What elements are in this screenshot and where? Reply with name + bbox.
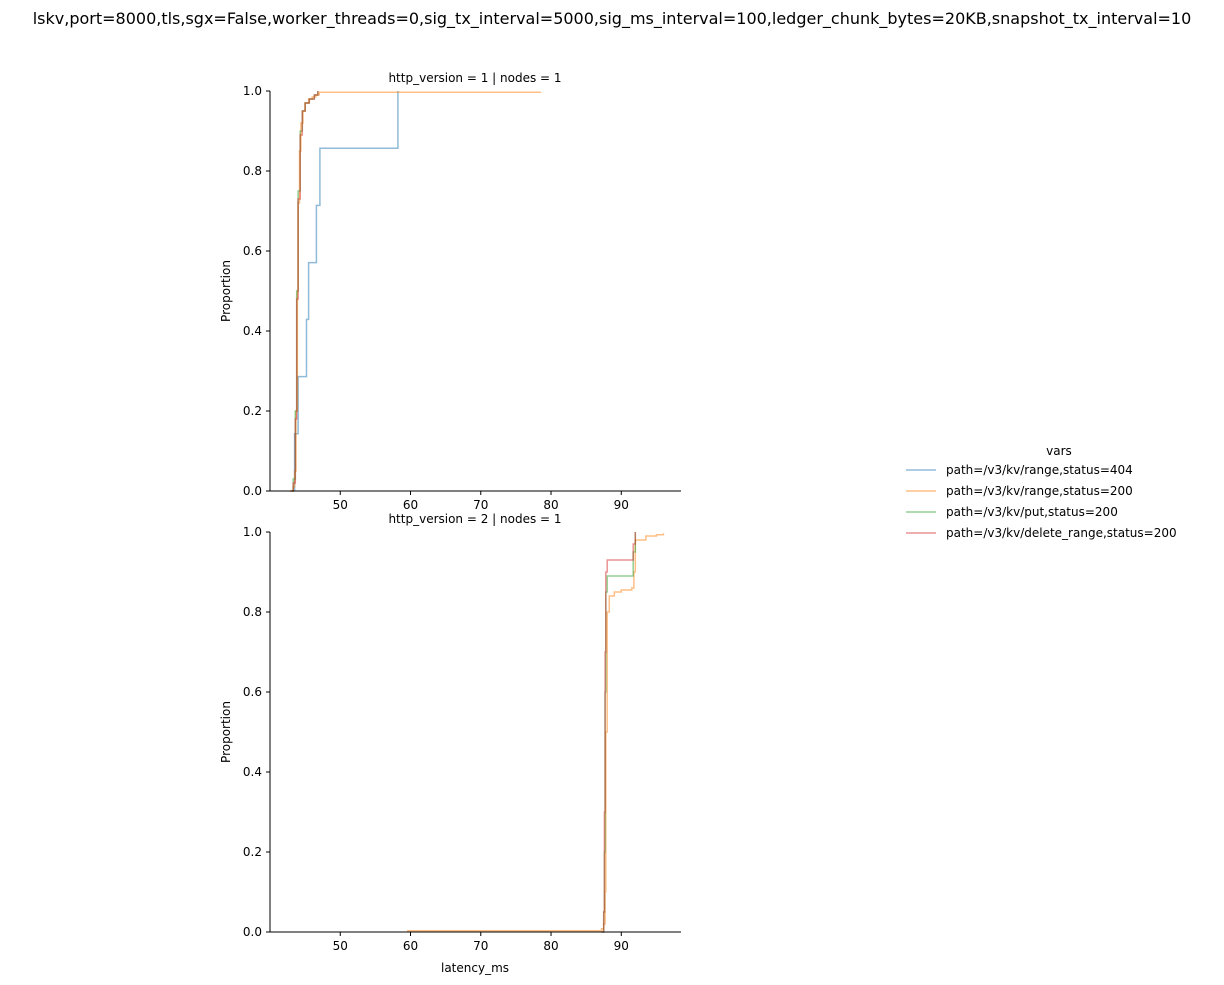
panel-2-series [407,532,665,933]
y-tick-label: 0.6 [243,244,262,258]
panel-1-title: http_version = 1 | nodes = 1 [388,71,561,85]
legend-entry-label: path=/v3/kv/range,status=200 [946,484,1133,498]
y-tick-label: 0.8 [243,164,262,178]
panel-1-ylabel: Proportion [219,260,233,322]
series-line-path-v3-kv-range-status-200 [289,91,542,492]
legend-entry-label: path=/v3/kv/delete_range,status=200 [946,526,1177,540]
series-line-path-v3-kv-delete-range-status-200 [291,91,319,492]
series-line-path-v3-kv-range-status-404 [293,91,399,491]
y-tick-label: 0.0 [243,484,262,498]
legend-entry-label: path=/v3/kv/range,status=404 [946,463,1133,477]
x-tick-label: 70 [473,498,488,512]
panel-1-axes: 50 60 70 80 90 0.0 0.2 0.4 0.6 0.8 1.0 [243,84,681,512]
x-tick-label: 70 [473,939,488,953]
x-tick-label: 60 [403,939,418,953]
panel-2: http_version = 2 | nodes = 1 50 60 70 80 90 0… [219,512,681,975]
panel-2-xlabel: latency_ms [441,961,509,975]
x-tick-label: 60 [403,498,418,512]
panel-2-ylabel: Proportion [219,701,233,763]
x-tick-label: 90 [614,939,629,953]
y-tick-label: 0.8 [243,605,262,619]
y-tick-label: 0.0 [243,925,262,939]
x-tick-label: 50 [333,939,348,953]
y-tick-label: 1.0 [243,525,262,539]
legend-title: vars [1046,444,1072,458]
panel-1: http_version = 1 | nodes = 1 50 60 70 80 90 0… [219,71,681,512]
legend: vars path=/v3/kv/range,status=404 path=/v… [906,444,1177,540]
y-tick-label: 0.2 [243,404,262,418]
x-tick-label: 80 [543,498,558,512]
series-line-path-v3-kv-range-status-200 [407,533,665,932]
y-tick-label: 0.4 [243,324,262,338]
x-tick-label: 50 [333,498,348,512]
y-tick-label: 0.2 [243,845,262,859]
x-tick-label: 90 [614,498,629,512]
x-tick-label: 80 [543,939,558,953]
panel-1-series [289,91,542,492]
series-line-path-v3-kv-delete-range-status-200 [601,532,637,933]
y-tick-label: 0.4 [243,765,262,779]
y-tick-label: 0.6 [243,685,262,699]
y-tick-label: 1.0 [243,84,262,98]
figure-suptitle: lskv,port=8000,tls,sgx=False,worker_thre… [33,9,1192,29]
panel-2-axes: 50 60 70 80 90 0.0 0.2 0.4 0.6 0.8 1.0 [243,525,681,953]
legend-entry-label: path=/v3/kv/put,status=200 [946,505,1118,519]
panel-2-title: http_version = 2 | nodes = 1 [388,512,561,526]
